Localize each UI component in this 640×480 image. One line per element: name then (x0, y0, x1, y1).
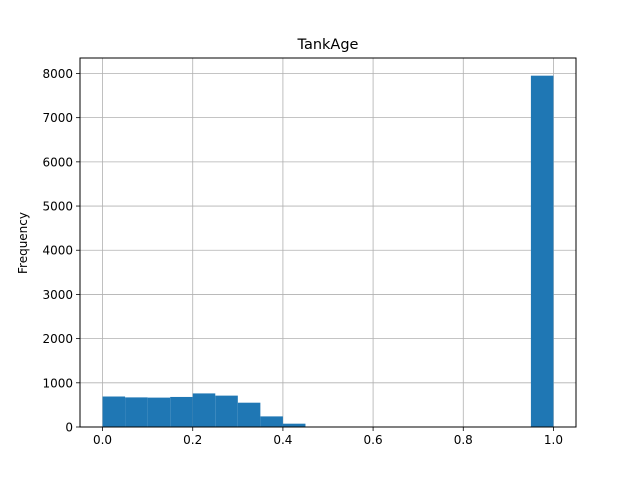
histogram-bar (260, 416, 283, 427)
chart-title: TankAge (297, 37, 359, 53)
plot-area-frame (79, 57, 577, 428)
y-tick-label: 5000 (42, 200, 73, 214)
x-tick-label: 1.0 (544, 433, 563, 447)
histogram-bar (147, 397, 171, 427)
y-tick-label: 0 (65, 421, 73, 435)
y-tick-label: 1000 (42, 376, 73, 390)
y-tick-label: 8000 (42, 67, 73, 81)
histogram-bar (530, 75, 554, 428)
y-tick-label: 6000 (42, 155, 73, 169)
histogram-bar (215, 395, 238, 427)
histogram-bar (170, 396, 193, 427)
x-tick-label: 0.0 (93, 433, 112, 447)
grid-lines (80, 58, 576, 428)
y-axis-label: Frequency (16, 212, 30, 274)
histogram-bar (102, 396, 126, 427)
y-tick-label: 2000 (42, 332, 73, 346)
y-tick-label: 7000 (42, 111, 73, 125)
x-tick-label: 0.2 (183, 433, 202, 447)
x-tick-label: 0.4 (273, 433, 292, 447)
y-tick-label: 4000 (42, 244, 73, 258)
axis-ticks: 0.0 0.2 0.4 0.6 0.8 1.0 0 1000 2000 3000 4000 5000 6… (42, 67, 563, 447)
x-tick-label: 0.6 (364, 433, 383, 447)
histogram-bar (125, 397, 148, 427)
y-tick-label: 3000 (42, 288, 73, 302)
x-tick-label: 0.8 (454, 433, 473, 447)
histogram-bars (102, 75, 554, 428)
histogram-bar (192, 393, 216, 427)
histogram-bar (237, 402, 261, 427)
histogram-bar (282, 423, 306, 427)
